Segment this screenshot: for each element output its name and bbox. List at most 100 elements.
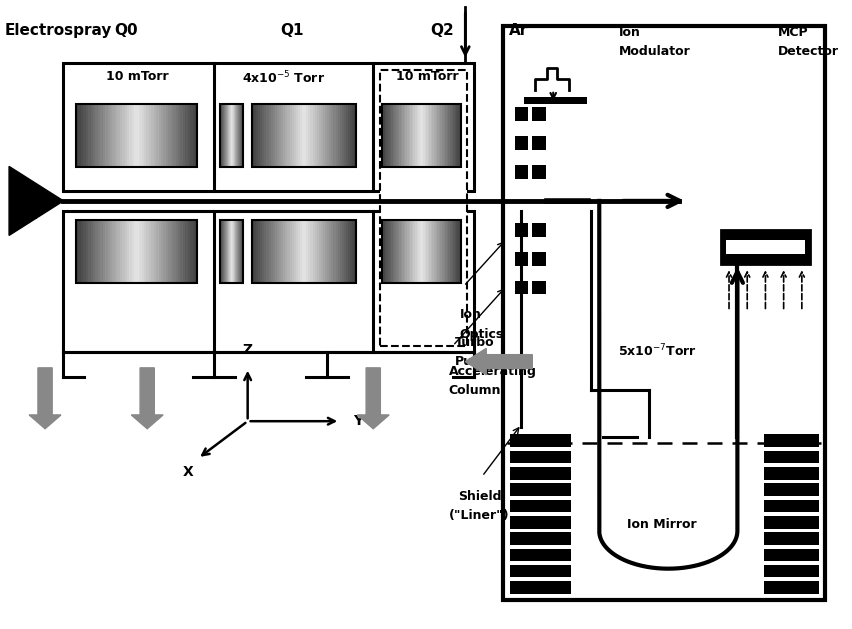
Bar: [409, 220, 411, 283]
Bar: [300, 104, 303, 167]
Bar: [420, 104, 423, 167]
Bar: [317, 220, 320, 283]
Bar: [232, 104, 233, 167]
Bar: [291, 220, 295, 283]
Bar: [220, 220, 222, 283]
Bar: [350, 104, 353, 167]
Text: Accelerating: Accelerating: [448, 365, 537, 377]
Bar: [426, 104, 429, 167]
Bar: [233, 104, 234, 167]
Bar: [237, 220, 238, 283]
Text: Optics: Optics: [459, 328, 504, 342]
Bar: [306, 220, 309, 283]
Bar: [448, 104, 451, 167]
Bar: [156, 104, 159, 167]
Bar: [195, 104, 199, 167]
Bar: [302, 220, 305, 283]
Bar: [386, 104, 389, 167]
Bar: [515, 136, 528, 150]
Bar: [220, 104, 244, 167]
Bar: [509, 532, 571, 545]
Bar: [236, 220, 237, 283]
Bar: [169, 220, 171, 283]
Bar: [424, 220, 427, 283]
Bar: [515, 223, 528, 237]
Bar: [400, 220, 403, 283]
Bar: [399, 104, 401, 167]
Bar: [88, 220, 91, 283]
Bar: [431, 104, 434, 167]
Bar: [346, 104, 349, 167]
Bar: [446, 104, 447, 167]
Bar: [264, 104, 268, 167]
Bar: [302, 104, 305, 167]
Bar: [193, 220, 196, 283]
Bar: [348, 220, 351, 283]
Bar: [222, 104, 223, 167]
Bar: [161, 220, 164, 283]
Bar: [107, 104, 111, 167]
Text: 4x10$^{-5}$ Torr: 4x10$^{-5}$ Torr: [242, 70, 325, 86]
Bar: [136, 104, 140, 167]
Bar: [156, 220, 159, 283]
Text: Column: Column: [448, 384, 501, 396]
Bar: [231, 220, 233, 283]
Bar: [229, 220, 231, 283]
Bar: [503, 26, 826, 600]
Bar: [220, 220, 244, 283]
Bar: [325, 220, 328, 283]
Bar: [321, 104, 324, 167]
Bar: [107, 220, 111, 283]
Bar: [329, 104, 332, 167]
Text: X: X: [182, 465, 193, 479]
Bar: [509, 435, 571, 447]
Bar: [224, 104, 225, 167]
Bar: [385, 104, 387, 167]
Bar: [426, 220, 429, 283]
Bar: [319, 220, 322, 283]
Bar: [252, 220, 255, 283]
Bar: [410, 104, 412, 167]
Bar: [238, 104, 239, 167]
Bar: [195, 220, 199, 283]
Bar: [93, 220, 96, 283]
Bar: [98, 104, 101, 167]
Bar: [252, 104, 255, 167]
Bar: [532, 281, 545, 294]
Bar: [310, 104, 314, 167]
Bar: [235, 104, 236, 167]
Bar: [336, 220, 338, 283]
Bar: [404, 104, 406, 167]
Bar: [440, 104, 443, 167]
Bar: [135, 104, 137, 167]
Bar: [233, 104, 235, 167]
Bar: [329, 220, 332, 283]
Text: Y: Y: [353, 414, 363, 428]
Bar: [232, 220, 233, 283]
Bar: [228, 220, 229, 283]
Bar: [458, 104, 460, 167]
Bar: [323, 104, 326, 167]
Bar: [764, 499, 819, 512]
Bar: [400, 104, 403, 167]
Bar: [149, 220, 153, 283]
Bar: [275, 104, 278, 167]
Bar: [532, 223, 545, 237]
Bar: [95, 220, 99, 283]
Bar: [764, 483, 819, 496]
Bar: [153, 220, 157, 283]
Bar: [81, 220, 84, 283]
Bar: [418, 220, 421, 283]
Bar: [238, 220, 239, 283]
Bar: [410, 220, 412, 283]
Bar: [225, 220, 227, 283]
Bar: [110, 104, 113, 167]
Bar: [331, 220, 334, 283]
Bar: [437, 220, 440, 283]
Bar: [287, 104, 291, 167]
Bar: [509, 516, 571, 528]
Bar: [298, 104, 301, 167]
Bar: [391, 104, 394, 167]
Text: Shield: Shield: [458, 490, 501, 503]
Bar: [450, 220, 452, 283]
